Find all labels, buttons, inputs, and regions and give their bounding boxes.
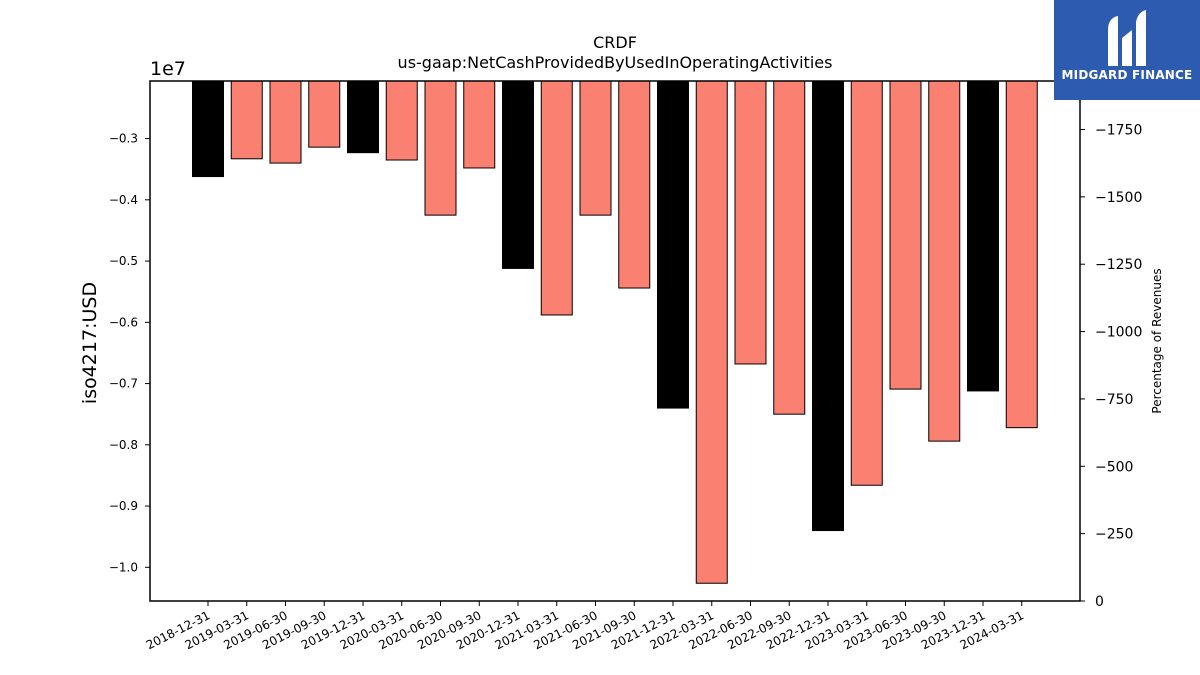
- y2-axis-label: Percentage of Revenues: [1150, 268, 1164, 413]
- y2-ticks-group: 0 −250 −500 −750 −1000 −1250 −1500 −1750: [1080, 122, 1142, 610]
- bar-2021-03-31: [540, 80, 573, 316]
- y2-tick-label: −500: [1095, 459, 1133, 475]
- logo-mark-icon: [1108, 10, 1146, 66]
- bar-2021-12-31: [657, 80, 689, 409]
- bar-2023-09-30: [928, 80, 961, 442]
- bar-2019-06-30: [269, 80, 302, 164]
- y-tick-label: −0.3: [109, 132, 138, 146]
- y-tick-label: −0.7: [109, 377, 138, 391]
- bar-2023-03-31: [850, 80, 883, 486]
- y2-tick-label: 0: [1095, 594, 1104, 610]
- y2-tick-label: −750: [1095, 392, 1133, 408]
- bar-2022-03-31: [695, 80, 728, 584]
- bar-2020-03-31: [385, 80, 418, 161]
- bar-2023-12-31: [967, 80, 999, 392]
- bar-2018-12-31: [192, 80, 224, 178]
- plot-frame: [149, 80, 1081, 602]
- bar-2023-06-30: [889, 80, 922, 390]
- bar-2021-09-30: [618, 80, 651, 289]
- bar-2019-03-31: [230, 80, 263, 160]
- bar-2022-12-31: [812, 80, 844, 532]
- bar-2020-06-30: [424, 80, 457, 216]
- bar-2020-09-30: [463, 80, 496, 169]
- y2-tick-label: −250: [1095, 527, 1133, 543]
- bars-group: [192, 80, 1038, 584]
- y2-tick-label: −1750: [1095, 122, 1142, 138]
- y2-tick-label: −1000: [1095, 325, 1142, 341]
- brand-logo: MIDGARD FINANCE: [1054, 0, 1200, 100]
- bar-2021-06-30: [579, 80, 612, 216]
- chart-subtitle: us-gaap:NetCashProvidedByUsedInOperating…: [398, 53, 833, 72]
- bar-2024-03-31: [1005, 80, 1038, 429]
- bar-2022-06-30: [734, 80, 767, 365]
- y-tick-label: −0.4: [109, 193, 138, 207]
- y-tick-label: −0.5: [109, 254, 138, 268]
- y-tick-label: −1.0: [109, 560, 138, 574]
- logo-text: MIDGARD FINANCE: [1061, 68, 1193, 82]
- y2-tick-label: −1250: [1095, 257, 1142, 273]
- y-ticks-group: −0.3 −0.4 −0.5 −0.6 −0.7 −0.8 −0.9 −1.0: [109, 132, 150, 574]
- bar-2020-12-31: [502, 80, 534, 269]
- y-tick-label: −0.8: [109, 438, 138, 452]
- bar-2019-09-30: [308, 80, 341, 148]
- y-tick-label: −0.9: [109, 499, 138, 513]
- bar-2022-09-30: [773, 80, 806, 415]
- bar-2019-12-31: [347, 80, 379, 154]
- y-tick-label: −0.6: [109, 315, 138, 329]
- y-multiplier-label: 1e7: [150, 58, 186, 80]
- y-axis-label: iso4217:USD: [79, 282, 101, 404]
- y2-tick-label: −1500: [1095, 190, 1142, 206]
- chart-title: CRDF: [593, 33, 637, 52]
- x-ticks-group: 2018-12-312019-03-312019-06-302019-09-30…: [144, 601, 1026, 652]
